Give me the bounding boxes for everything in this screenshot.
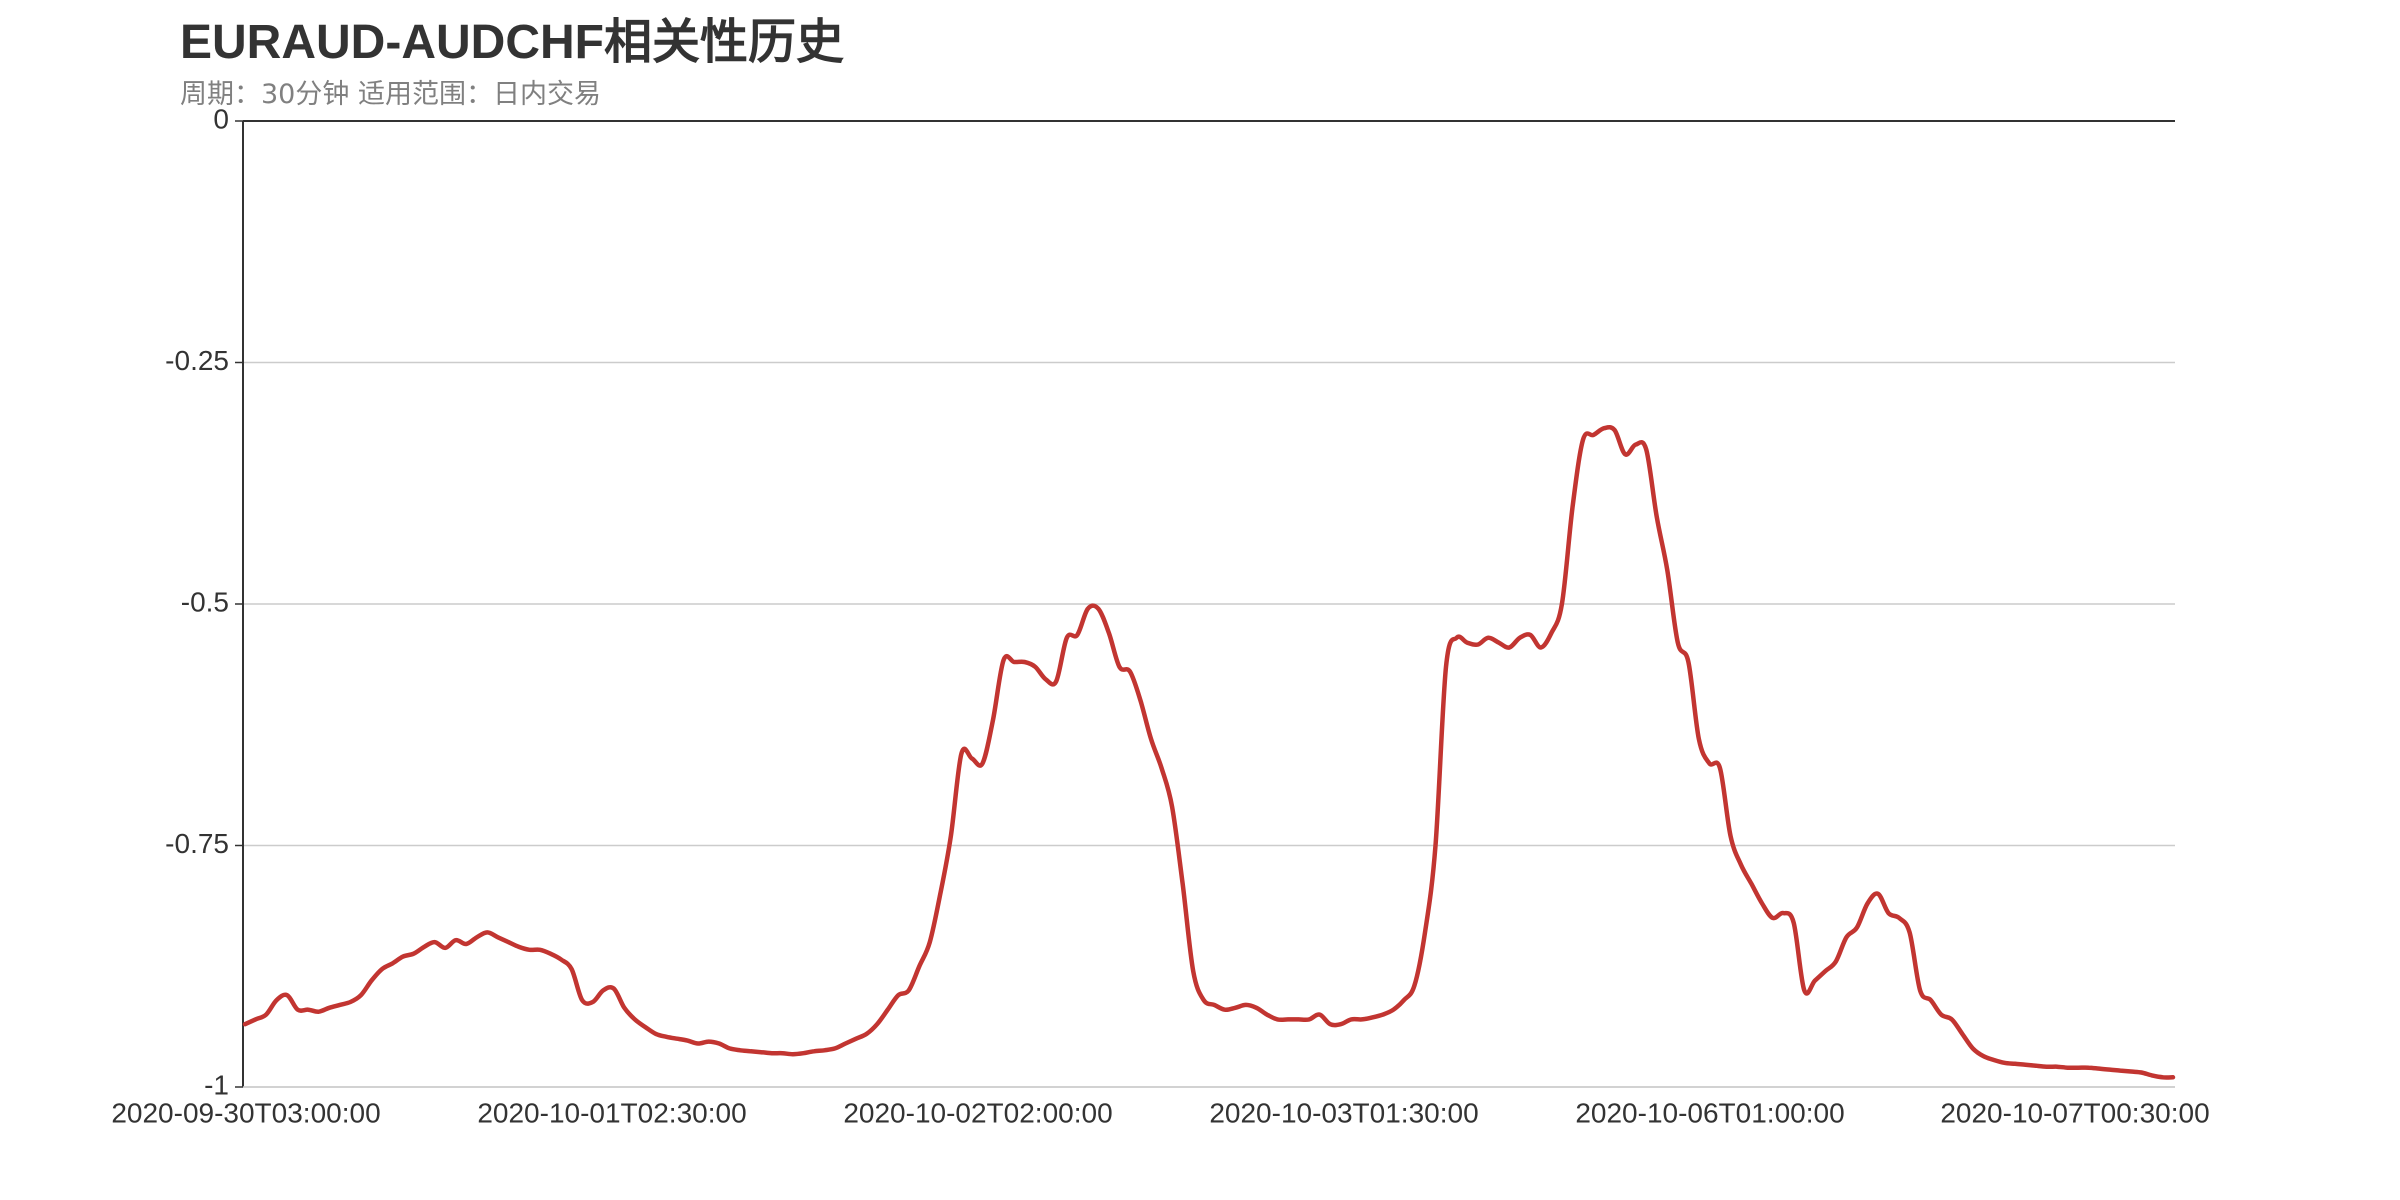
y-tick-label: 0 (213, 103, 229, 134)
x-tick-label: 2020-10-07T00:30:00 (1940, 1097, 2209, 1128)
grid-lines (243, 361, 2175, 1088)
y-tick-label: -1 (204, 1069, 229, 1100)
y-tick-label: -0.5 (181, 586, 229, 617)
x-axis-ticks: 2020-09-30T03:00:00 2020-10-01T02:30:00 20… (111, 1097, 2209, 1128)
y-axis-ticks: 0 -0.25 -0.5 -0.75 -1 (165, 103, 243, 1100)
x-tick-label: 2020-10-03T01:30:00 (1209, 1097, 1478, 1128)
x-tick-label: 2020-09-30T03:00:00 (111, 1097, 380, 1128)
y-tick-label: -0.25 (165, 345, 229, 376)
x-tick-label: 2020-10-02T02:00:00 (843, 1097, 1112, 1128)
x-tick-label: 2020-10-01T02:30:00 (477, 1097, 746, 1128)
x-tick-label: 2020-10-06T01:00:00 (1575, 1097, 1844, 1128)
y-tick-label: -0.75 (165, 828, 229, 859)
chart-subtitle: 周期：30分钟 适用范围：日内交易 (180, 79, 601, 110)
chart-title: EURAUD-AUDCHF相关性历史 (180, 16, 844, 69)
plot-area (242, 424, 2176, 1080)
series-line (242, 424, 2176, 1080)
